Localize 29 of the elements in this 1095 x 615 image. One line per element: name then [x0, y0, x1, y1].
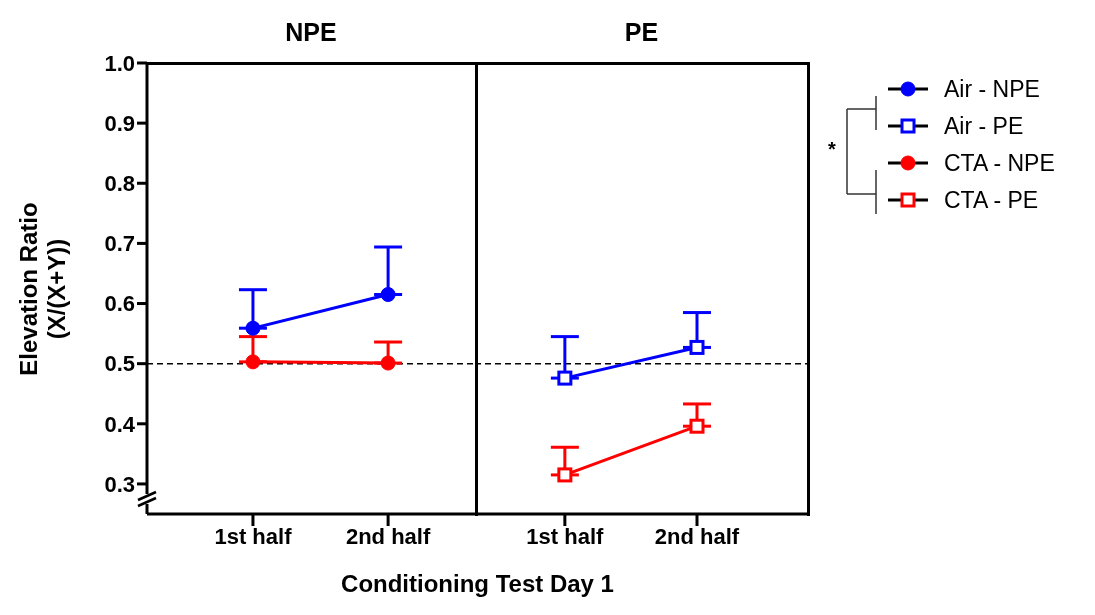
point [380, 287, 396, 303]
point [380, 355, 396, 371]
y-tick-label: 0.4 [104, 411, 136, 437]
point [557, 370, 573, 386]
legend-label: Air - NPE [944, 75, 1040, 103]
x-tick-label: 1st half [526, 523, 605, 549]
legend-label: CTA - NPE [944, 149, 1055, 177]
point [245, 320, 261, 336]
y-tick-label: 0.8 [104, 171, 135, 197]
point [245, 354, 261, 370]
point [689, 418, 705, 434]
y-tick-label: 0.3 [104, 471, 135, 497]
y-tick-label: 0.6 [104, 291, 135, 317]
y-tick-label: 1.0 [104, 50, 135, 76]
x-tick-label: 2nd half [345, 523, 431, 549]
x-axis-title: Conditioning Test Day 1 [340, 570, 615, 598]
chart-title: PE [623, 18, 660, 47]
point [557, 467, 573, 483]
chart-title: NPE [284, 18, 338, 47]
legend-label: CTA - PE [944, 186, 1039, 214]
text: * [828, 138, 836, 161]
x-tick-label: 2nd half [654, 523, 740, 549]
y-tick-label: 0.5 [104, 351, 135, 377]
point [689, 339, 705, 355]
y-tick-label: 0.7 [104, 231, 135, 257]
y-axis-title: Elevation Ratio (X/(X+Y)) [15, 201, 71, 376]
y-tick-label: 0.9 [104, 110, 135, 136]
legend-label: Air - PE [944, 112, 1024, 140]
x-tick-label: 1st half [214, 523, 293, 549]
